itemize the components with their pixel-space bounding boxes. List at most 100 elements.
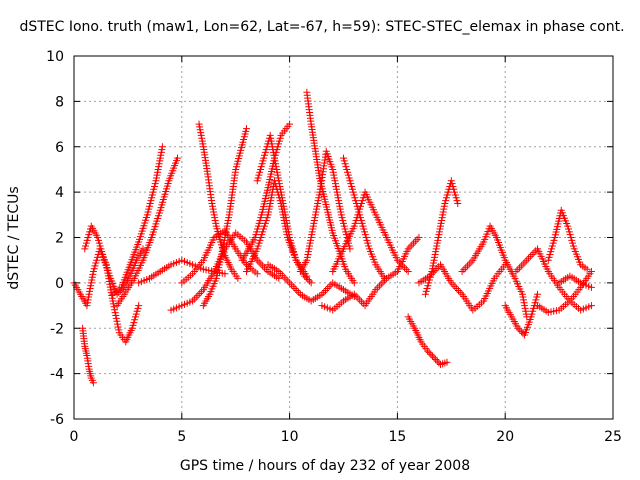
data-point: [430, 256, 438, 264]
data-point: [528, 310, 536, 318]
data-point: [443, 358, 451, 366]
data-point: [345, 174, 353, 182]
data-point: [521, 304, 529, 312]
data-point: [340, 219, 347, 227]
data-point: [429, 262, 437, 270]
data-point: [433, 242, 441, 250]
data-point: [340, 222, 348, 230]
data-point: [428, 352, 436, 360]
data-point: [256, 168, 264, 176]
data-point: [156, 157, 164, 165]
data-point: [406, 243, 414, 251]
data-point: [517, 328, 525, 336]
data-point: [425, 349, 433, 357]
data-point: [260, 225, 268, 233]
data-point: [357, 216, 365, 224]
data-point: [307, 234, 315, 241]
data-point: [252, 231, 260, 239]
data-point: [261, 151, 269, 159]
data-point: [267, 137, 275, 145]
data-point: [155, 160, 163, 168]
data-point: [280, 273, 288, 281]
data-point: [158, 146, 166, 154]
data-point: [281, 222, 289, 230]
data-point: [96, 242, 104, 250]
data-point: [329, 168, 337, 176]
data-point: [432, 245, 440, 253]
data-point: [314, 197, 322, 205]
data-point: [221, 234, 229, 241]
data-point: [521, 302, 529, 310]
data-point: [306, 277, 314, 285]
data-point: [84, 234, 92, 241]
data-point: [86, 285, 94, 293]
data-point: [210, 211, 218, 219]
data-point: [350, 222, 358, 230]
data-point: [437, 222, 445, 230]
data-point: [587, 268, 595, 276]
data-point: [437, 219, 445, 227]
data-point: [267, 134, 275, 142]
data-point: [283, 231, 291, 239]
x-tick-label: 10: [281, 429, 299, 445]
data-point: [259, 157, 267, 165]
data-point: [360, 225, 368, 233]
data-point: [438, 216, 446, 224]
data-point: [272, 163, 280, 171]
data-point: [336, 202, 344, 210]
data-point: [198, 137, 206, 145]
data-point: [358, 197, 366, 205]
data-point: [262, 266, 270, 274]
data-point: [303, 272, 311, 280]
data-point: [276, 134, 284, 142]
data-point: [519, 293, 527, 301]
data-point: [333, 188, 341, 196]
data-point: [320, 288, 328, 296]
data-point: [421, 290, 429, 298]
data-point: [133, 307, 141, 315]
data-point: [315, 194, 323, 202]
data-point: [260, 264, 268, 272]
data-point: [520, 296, 528, 304]
data-point: [547, 248, 555, 256]
data-point: [415, 234, 423, 241]
y-tick-label: -6: [50, 412, 64, 428]
data-point: [351, 219, 359, 227]
data-point: [358, 219, 366, 227]
data-point: [89, 270, 97, 278]
data-point: [195, 120, 203, 128]
data-point: [532, 247, 540, 255]
data-point: [332, 182, 340, 190]
data-point: [150, 185, 158, 193]
data-point: [548, 242, 556, 250]
x-tick-label: 0: [70, 429, 79, 445]
data-point: [460, 266, 468, 274]
data-point: [441, 199, 449, 207]
data-point: [530, 249, 538, 257]
data-point: [273, 168, 281, 176]
y-tick-label: 0: [55, 276, 64, 292]
data-point: [352, 199, 360, 207]
data-point: [411, 237, 419, 245]
data-point: [451, 188, 459, 196]
data-point: [253, 245, 261, 253]
data-point: [82, 242, 90, 250]
data-point: [312, 208, 320, 216]
data-point: [361, 228, 369, 236]
data-point: [286, 120, 294, 128]
data-point: [256, 236, 264, 244]
data-point: [453, 285, 461, 293]
data-point: [85, 290, 93, 298]
data-point: [308, 231, 316, 239]
data-point: [363, 236, 371, 244]
data-point: [156, 154, 164, 162]
data-point: [199, 140, 207, 148]
y-tick-label: 10: [46, 49, 64, 65]
data-point: [114, 323, 122, 331]
data-point: [463, 262, 471, 270]
data-point: [436, 225, 444, 233]
data-point: [109, 297, 117, 305]
data-point: [433, 239, 441, 247]
data-point: [110, 303, 118, 311]
